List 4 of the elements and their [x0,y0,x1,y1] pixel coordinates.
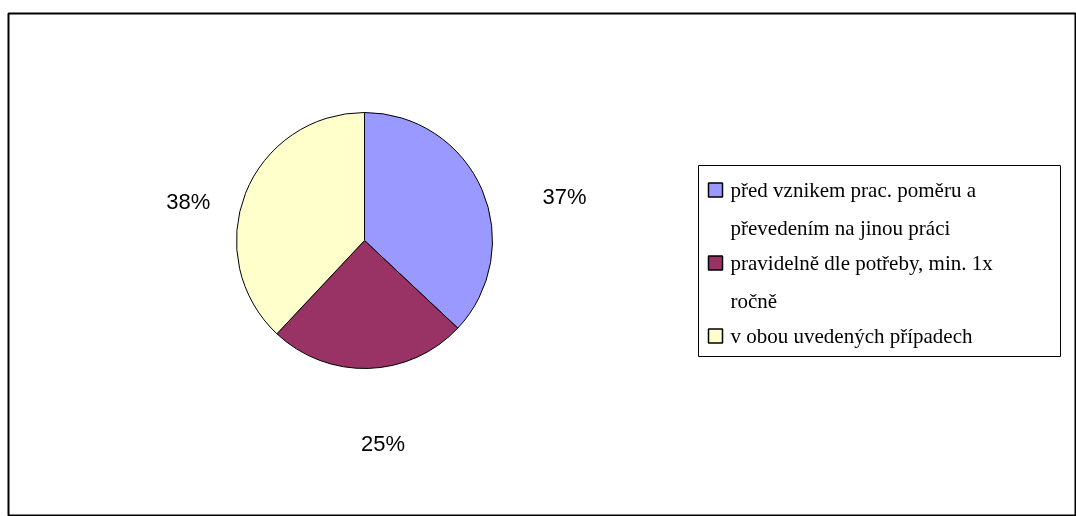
data-label: 37% [542,183,587,209]
legend-label: v obou uvedených případech [730,324,973,349]
data-label: 25% [360,431,405,457]
data-label: 38% [166,189,211,215]
